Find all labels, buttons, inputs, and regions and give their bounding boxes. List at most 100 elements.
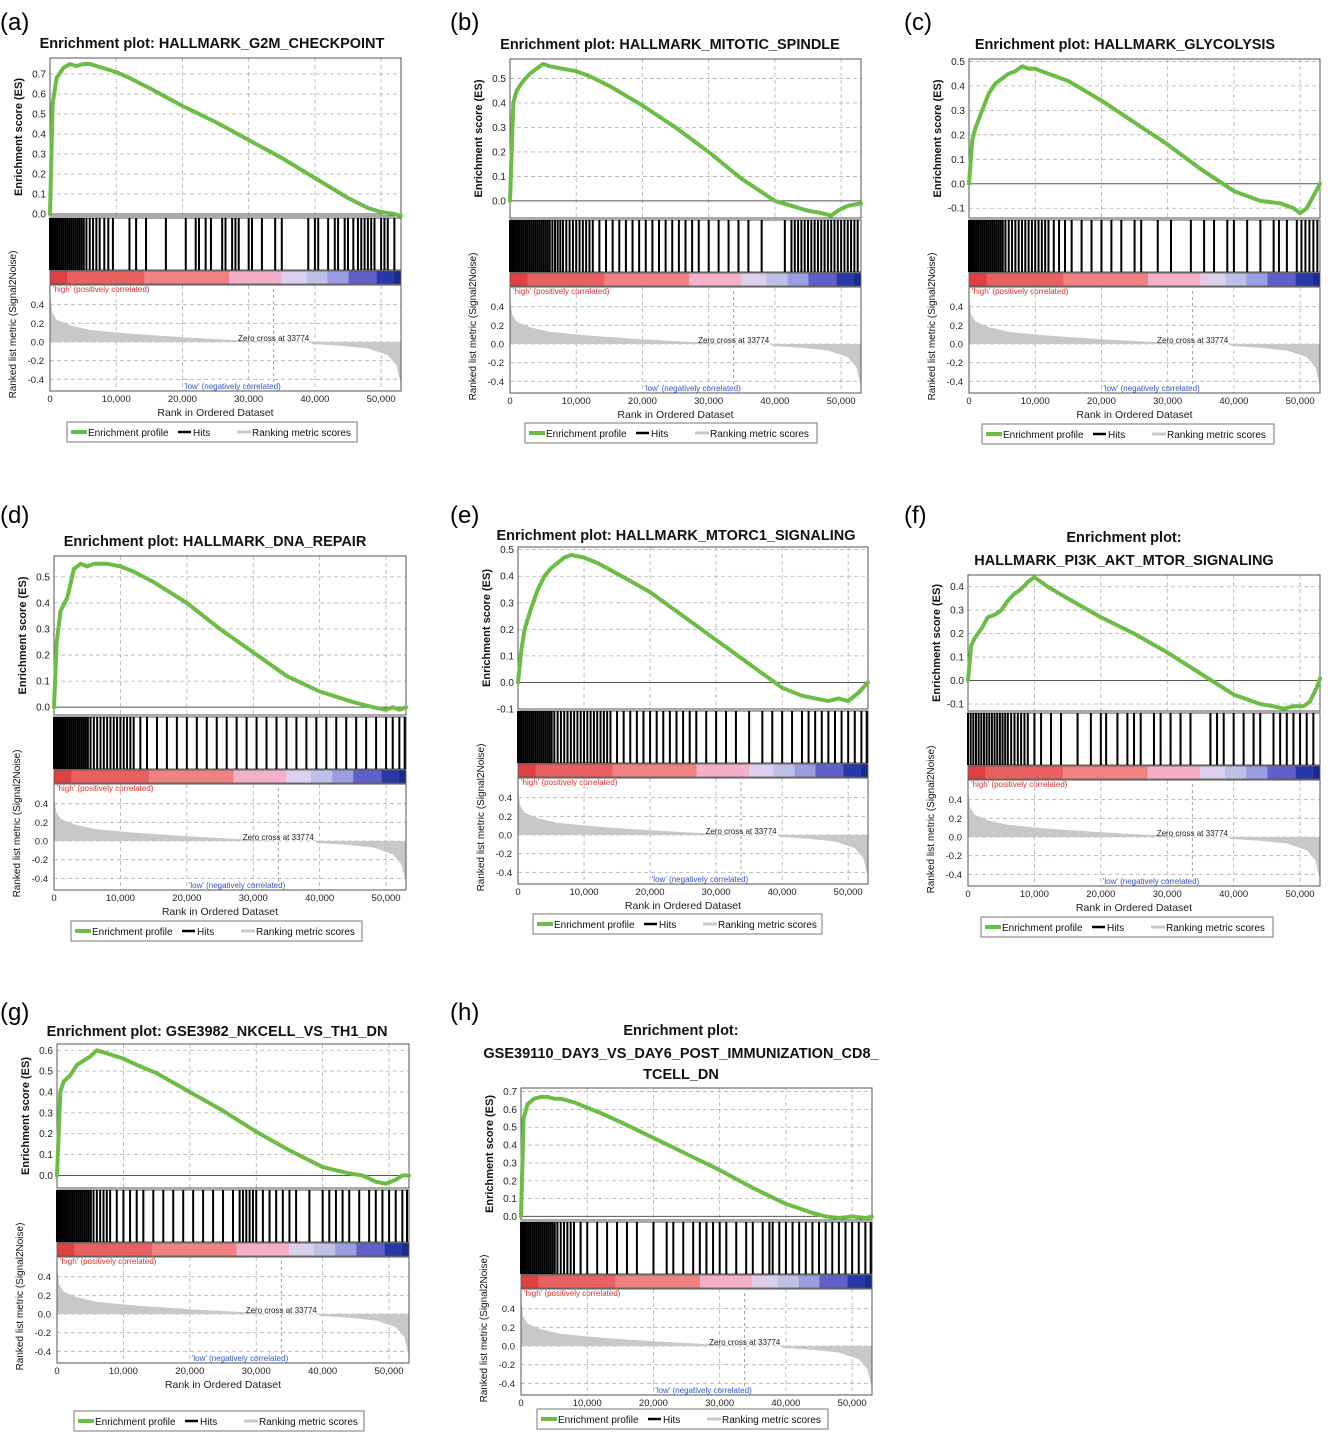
y-tick-label: 0.0 [949,833,962,844]
x-axis-label: Rank in Ordered Dataset [165,1379,281,1391]
ranking-metric-area [50,293,274,342]
y-tick-label: 0.4 [491,302,504,313]
x-axis-label: Rank in Ordered Dataset [625,900,741,912]
x-axis-label: Rank in Ordered Dataset [617,409,733,421]
heat-band-segment [752,1275,778,1288]
y-tick-label: 0.2 [502,1323,515,1334]
heat-band-segment [376,271,394,284]
y-tick-label: 0.1 [36,677,50,688]
legend-hits-label: Hits [1108,430,1125,441]
panel-e: (e) Enrichment plot: HALLMARK_MTORC1_SIGN… [450,502,870,935]
ranking-metric-area [311,342,401,384]
low-label: 'low' (negatively correlated) [655,1386,752,1395]
y-tick-label: 0.0 [36,703,50,714]
heat-band-frame [53,769,407,784]
low-label: 'low' (negatively correlated) [1103,877,1200,886]
x-tick-label: 50,000 [375,1366,404,1377]
heat-band-segment [766,273,788,286]
y-tick-label: 0.1 [39,1150,53,1161]
legend-hits-label: Hits [200,1417,217,1428]
es-frame [968,58,1321,219]
legend: Enrichment profile Hits Ranking metric sco… [70,920,363,942]
y-tick-label: 0.2 [35,818,48,829]
heat-band-segment [152,1243,237,1256]
metric-frame [509,286,862,394]
heat-band-segment [286,770,311,783]
y-tick-label: 0.0 [951,179,965,190]
zero-cross-label: Zero cross at 33774 [698,336,770,345]
y-tick-label: 0.0 [32,210,46,221]
panel-f: (f) Enrichment plot: HALLMARK_PI3K_AKT_MTO… [904,502,1322,938]
y-tick-label: 0.5 [503,1123,517,1134]
y-tick-label: -0.4 [499,1379,515,1390]
y-tick-label: 0.6 [39,1046,53,1057]
panel-label: (c) [904,9,932,36]
legend-metric-label: Ranking metric scores [718,920,817,931]
legend-frame [66,421,358,443]
y-tick-label: 0.4 [492,99,506,110]
heat-band-segment [1246,273,1268,286]
ranking-metric-area [54,792,279,841]
legend-metric-label: Ranking metric scores [1167,430,1266,441]
legend-metric-label: Ranking metric scores [256,927,355,938]
legend-es-label: Enrichment profile [88,428,169,439]
heat-band-segment [335,1243,357,1256]
y-tick-label: 0.5 [951,57,965,68]
y-tick-label: 0.3 [500,598,514,609]
x-tick-label: 40,000 [768,887,797,898]
low-label: 'low' (negatively correlated) [644,384,741,393]
panel-h: (h) Enrichment plot: GSE39110_DAY3_VS_DAY6… [450,999,880,1430]
es-axis-label: Enrichment score (ES) [931,584,943,702]
es-axis-label: Enrichment score (ES) [481,569,493,687]
low-label: 'low' (negatively correlated) [192,1354,289,1363]
hits-frame [968,219,1321,273]
metric-axis-label: Ranked list metric (Signal2Noise) [479,1255,490,1403]
metric-frame [968,286,1321,394]
y-tick-label: 0.2 [500,625,514,636]
y-tick-label: 0.4 [39,1088,53,1099]
heat-band-segment [986,273,1064,286]
x-tick-label: 0 [966,396,971,407]
x-tick-label: 10,000 [1020,889,1049,900]
heat-band-segment [384,1243,402,1256]
y-tick-label: 0.2 [951,130,965,141]
heat-band-frame [49,270,402,285]
heat-band-segment [773,764,795,777]
heat-band-segment [310,770,333,783]
heat-band-segment [1200,766,1225,779]
x-tick-label: 50,000 [827,396,856,407]
heat-band-segment [1295,766,1313,779]
x-tick-label: 20,000 [175,1366,204,1377]
heat-band-segment [1312,766,1320,779]
y-tick-label: 0.4 [503,1141,517,1152]
x-tick-label: 10,000 [106,893,135,904]
y-tick-label: 0.5 [39,1067,53,1078]
y-tick-label: 0.0 [503,1212,517,1223]
heat-band-segment [864,1275,872,1288]
y-tick-label: -0.4 [947,377,963,388]
legend-es-label: Enrichment profile [1002,923,1083,934]
y-tick-label: 0.4 [31,300,44,311]
legend: Enrichment profile Hits Ranking metric sco… [73,1410,365,1432]
zero-cross-label: Zero cross at 33774 [1157,829,1229,838]
x-tick-label: 0 [515,887,520,898]
heat-band-segment [401,1243,409,1256]
metric-frame [56,1256,410,1364]
y-tick-label: 0.3 [36,624,50,635]
heat-band-segment [149,770,234,783]
es-axis-label: Enrichment score (ES) [484,1095,496,1213]
heat-band-segment [518,764,536,777]
heat-band-segment [398,770,406,783]
hits-frame [520,1221,873,1275]
chart-title: Enrichment plot: [1066,530,1181,546]
x-tick-label: 40,000 [771,1398,800,1409]
y-tick-label: 0.1 [951,155,965,166]
y-tick-label: 0.2 [39,1129,53,1140]
es-frame [967,574,1321,712]
y-tick-label: -0.2 [35,1328,51,1339]
heat-band-segment [54,770,72,783]
x-tick-label: 30,000 [1153,889,1182,900]
legend-es-label: Enrichment profile [95,1417,176,1428]
legend-hits-label: Hits [659,920,676,931]
heat-band-segment [1267,766,1296,779]
